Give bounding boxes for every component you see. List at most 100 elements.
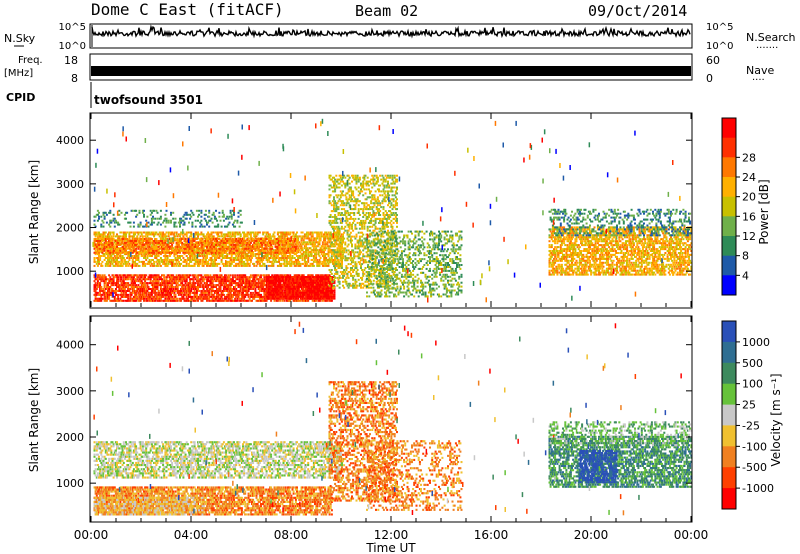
range-cell <box>320 247 323 250</box>
range-cell <box>272 283 275 286</box>
range-cell <box>267 297 270 300</box>
range-cell <box>103 282 106 285</box>
range-cell <box>267 285 270 288</box>
range-cell <box>204 235 207 238</box>
range-cell <box>269 293 272 296</box>
range-cell <box>194 255 197 257</box>
range-cell <box>249 299 252 302</box>
range-cell <box>293 278 296 281</box>
range-cell <box>243 276 246 279</box>
range-cell <box>238 274 241 277</box>
range-cell <box>182 286 185 288</box>
range-cell <box>112 231 115 234</box>
range-cell <box>143 295 145 298</box>
range-cell <box>99 282 102 285</box>
range-cell <box>197 284 199 287</box>
range-cell <box>137 297 140 300</box>
range-cell <box>180 288 183 290</box>
range-cell <box>315 274 318 277</box>
range-cell <box>155 284 158 287</box>
range-cell <box>198 280 201 283</box>
range-cell <box>164 282 167 285</box>
range-cell <box>195 295 198 298</box>
range-cell <box>248 264 251 267</box>
range-cell <box>218 276 221 279</box>
range-cell <box>96 297 99 300</box>
range-cell <box>175 276 178 279</box>
range-cell <box>137 293 140 296</box>
range-cell <box>150 276 153 279</box>
range-cell <box>258 231 261 234</box>
range-cell <box>255 278 258 281</box>
range-cell <box>149 295 152 298</box>
range-cell <box>318 243 321 246</box>
range-cell <box>271 279 274 282</box>
range-cell <box>162 237 165 240</box>
range-cell <box>166 297 169 300</box>
range-cell <box>110 255 113 257</box>
range-cell <box>277 283 280 286</box>
range-cell <box>266 295 268 298</box>
range-cell <box>243 290 246 292</box>
range-cell <box>149 276 152 279</box>
range-cell <box>244 280 247 283</box>
range-cell <box>299 264 302 267</box>
range-cell <box>154 291 157 294</box>
range-cell <box>291 257 294 259</box>
range-cell <box>167 297 170 300</box>
range-cell <box>141 291 144 294</box>
range-cell <box>123 284 126 287</box>
range-cell <box>188 293 190 296</box>
range-cell <box>303 259 306 261</box>
range-cell <box>281 283 284 286</box>
range-cell <box>161 293 163 296</box>
range-cell <box>137 255 140 257</box>
range-cell <box>248 288 251 290</box>
range-cell <box>175 233 178 236</box>
range-cell <box>170 284 172 287</box>
range-cell <box>269 285 272 288</box>
freq-tick-bottom: 8 <box>71 72 78 85</box>
range-cell <box>113 291 116 294</box>
range-cell <box>134 260 136 263</box>
range-cell <box>176 286 179 288</box>
range-cell <box>171 231 174 234</box>
range-cell <box>95 274 98 277</box>
range-cell <box>210 276 213 279</box>
range-cell <box>177 276 180 279</box>
range-cell <box>186 297 189 300</box>
range-cell <box>212 290 215 292</box>
range-cell <box>96 291 99 294</box>
range-cell <box>137 280 140 283</box>
range-cell <box>197 297 199 300</box>
range-cell <box>128 276 131 279</box>
range-cell <box>177 284 180 287</box>
range-cell <box>230 284 233 287</box>
range-cell <box>140 276 143 279</box>
range-cell <box>220 284 223 287</box>
range-cell <box>294 233 297 236</box>
range-cell <box>221 290 224 292</box>
range-cell <box>213 260 216 263</box>
range-cell <box>150 262 153 265</box>
range-cell <box>141 282 144 285</box>
range-cell <box>226 280 229 283</box>
range-cell <box>237 295 240 298</box>
range-cell <box>175 274 178 277</box>
range-cell <box>282 276 285 278</box>
range-cell <box>172 297 175 300</box>
range-cell <box>108 274 111 277</box>
range-cell <box>211 297 214 300</box>
range-cell <box>99 235 102 238</box>
range-cell <box>242 288 244 290</box>
range-cell <box>143 274 145 277</box>
range-cell <box>315 297 318 300</box>
range-cell <box>255 291 258 294</box>
range-cell <box>104 299 107 302</box>
range-cell <box>102 238 105 240</box>
range-cell <box>180 231 183 234</box>
range-cell <box>281 235 284 238</box>
range-cell <box>145 278 148 281</box>
range-cell <box>95 231 98 234</box>
range-cell <box>108 295 111 298</box>
